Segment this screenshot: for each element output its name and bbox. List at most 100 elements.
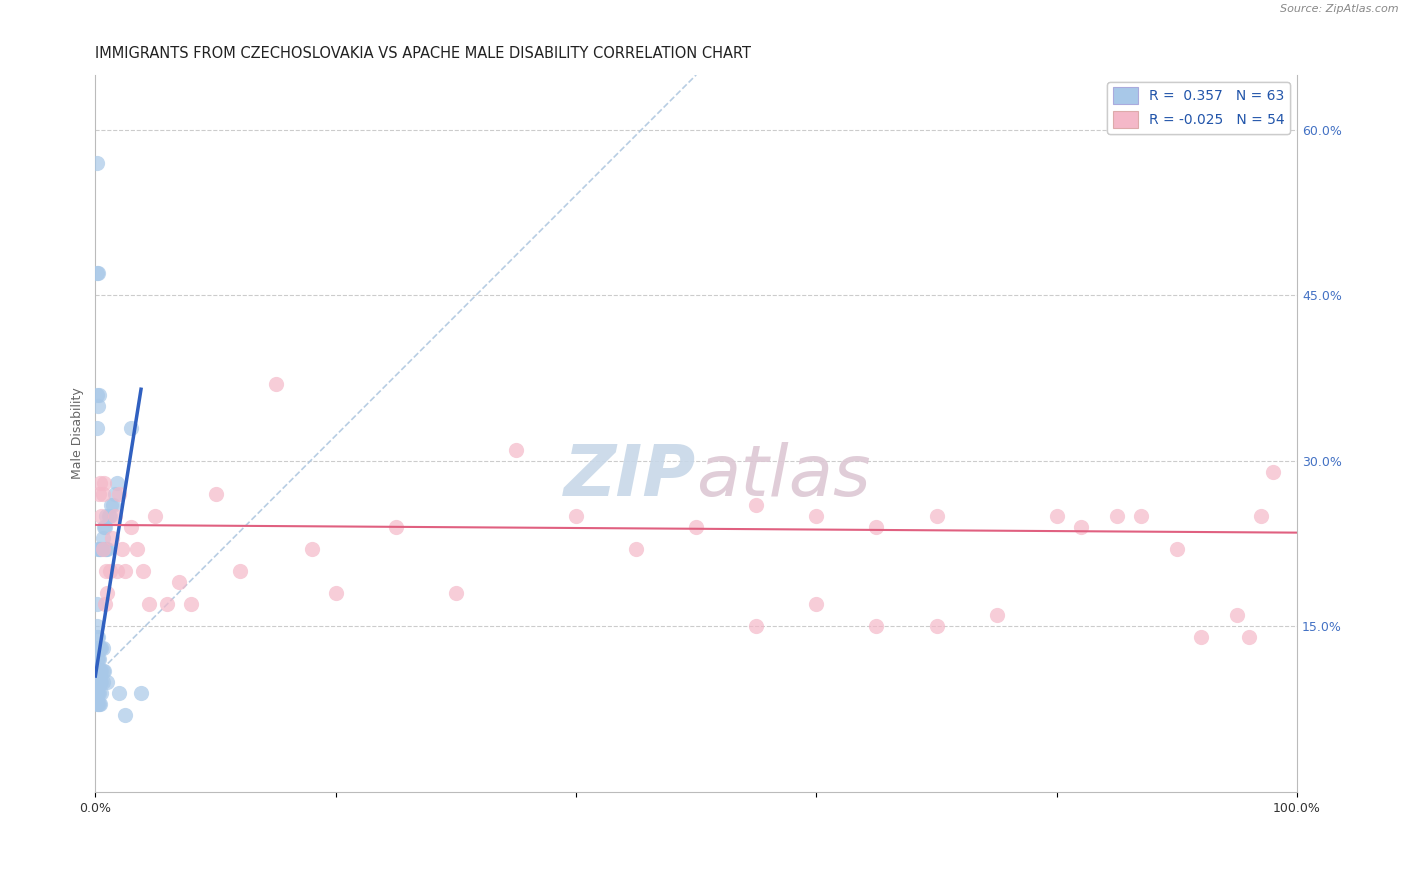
Point	[91, 674, 114, 689]
Point	[87, 542, 110, 557]
Point	[90, 674, 112, 689]
Point	[90, 641, 112, 656]
Point	[1237, 631, 1260, 645]
Point	[86, 697, 108, 711]
Point	[90, 509, 112, 524]
Point	[87, 388, 110, 402]
Point	[105, 475, 128, 490]
Text: atlas: atlas	[696, 442, 870, 511]
Point	[1129, 509, 1152, 524]
Point	[96, 674, 118, 689]
Point	[111, 542, 134, 557]
Point	[865, 619, 887, 633]
Point	[87, 674, 110, 689]
Text: Source: ZipAtlas.com: Source: ZipAtlas.com	[1281, 4, 1399, 14]
Point	[86, 674, 108, 689]
Point	[86, 597, 108, 611]
Point	[114, 564, 136, 578]
Point	[1070, 520, 1092, 534]
Point	[86, 388, 108, 402]
Point	[986, 608, 1008, 623]
Point	[96, 542, 118, 557]
Point	[103, 487, 125, 501]
Point	[806, 597, 828, 611]
Point	[264, 376, 287, 391]
Point	[87, 652, 110, 666]
Point	[86, 267, 108, 281]
Point	[87, 664, 110, 678]
Point	[565, 509, 588, 524]
Point	[120, 421, 142, 435]
Point	[91, 542, 114, 557]
Point	[105, 564, 128, 578]
Point	[100, 498, 122, 512]
Point	[806, 509, 828, 524]
Point	[204, 487, 226, 501]
Point	[89, 697, 111, 711]
Legend: R =  0.357   N = 63, R = -0.025   N = 54: R = 0.357 N = 63, R = -0.025 N = 54	[1108, 82, 1291, 134]
Point	[86, 664, 108, 678]
Point	[89, 542, 111, 557]
Point	[93, 475, 115, 490]
Point	[925, 619, 948, 633]
Point	[93, 520, 115, 534]
Point	[87, 399, 110, 413]
Point	[169, 575, 191, 590]
Point	[93, 664, 115, 678]
Point	[87, 641, 110, 656]
Point	[1226, 608, 1249, 623]
Point	[87, 487, 110, 501]
Point	[91, 531, 114, 545]
Point	[87, 652, 110, 666]
Point	[97, 509, 120, 524]
Point	[624, 542, 647, 557]
Point	[87, 641, 110, 656]
Point	[745, 498, 768, 512]
Point	[90, 542, 112, 557]
Point	[94, 542, 117, 557]
Point	[96, 509, 118, 524]
Point	[87, 685, 110, 699]
Point	[87, 674, 110, 689]
Point	[1046, 509, 1069, 524]
Point	[87, 697, 110, 711]
Point	[1261, 465, 1284, 479]
Point	[129, 685, 152, 699]
Point	[301, 542, 323, 557]
Point	[98, 509, 121, 524]
Point	[156, 597, 179, 611]
Point	[87, 685, 110, 699]
Point	[114, 707, 136, 722]
Point	[89, 664, 111, 678]
Point	[87, 697, 110, 711]
Point	[86, 641, 108, 656]
Point	[94, 597, 117, 611]
Point	[444, 586, 467, 600]
Point	[87, 664, 110, 678]
Point	[865, 520, 887, 534]
Point	[91, 487, 114, 501]
Point	[90, 685, 112, 699]
Point	[98, 564, 121, 578]
Point	[96, 542, 118, 557]
Point	[132, 564, 155, 578]
Point	[228, 564, 250, 578]
Text: ZIP: ZIP	[564, 442, 696, 511]
Point	[103, 498, 125, 512]
Point	[325, 586, 347, 600]
Point	[86, 421, 108, 435]
Point	[1250, 509, 1272, 524]
Point	[86, 631, 108, 645]
Y-axis label: Male Disability: Male Disability	[72, 387, 84, 479]
Point	[89, 674, 111, 689]
Point	[94, 520, 117, 534]
Point	[384, 520, 406, 534]
Point	[145, 509, 167, 524]
Point	[103, 509, 125, 524]
Point	[86, 619, 108, 633]
Point	[86, 156, 108, 170]
Point	[127, 542, 149, 557]
Point	[685, 520, 707, 534]
Point	[101, 531, 124, 545]
Point	[91, 641, 114, 656]
